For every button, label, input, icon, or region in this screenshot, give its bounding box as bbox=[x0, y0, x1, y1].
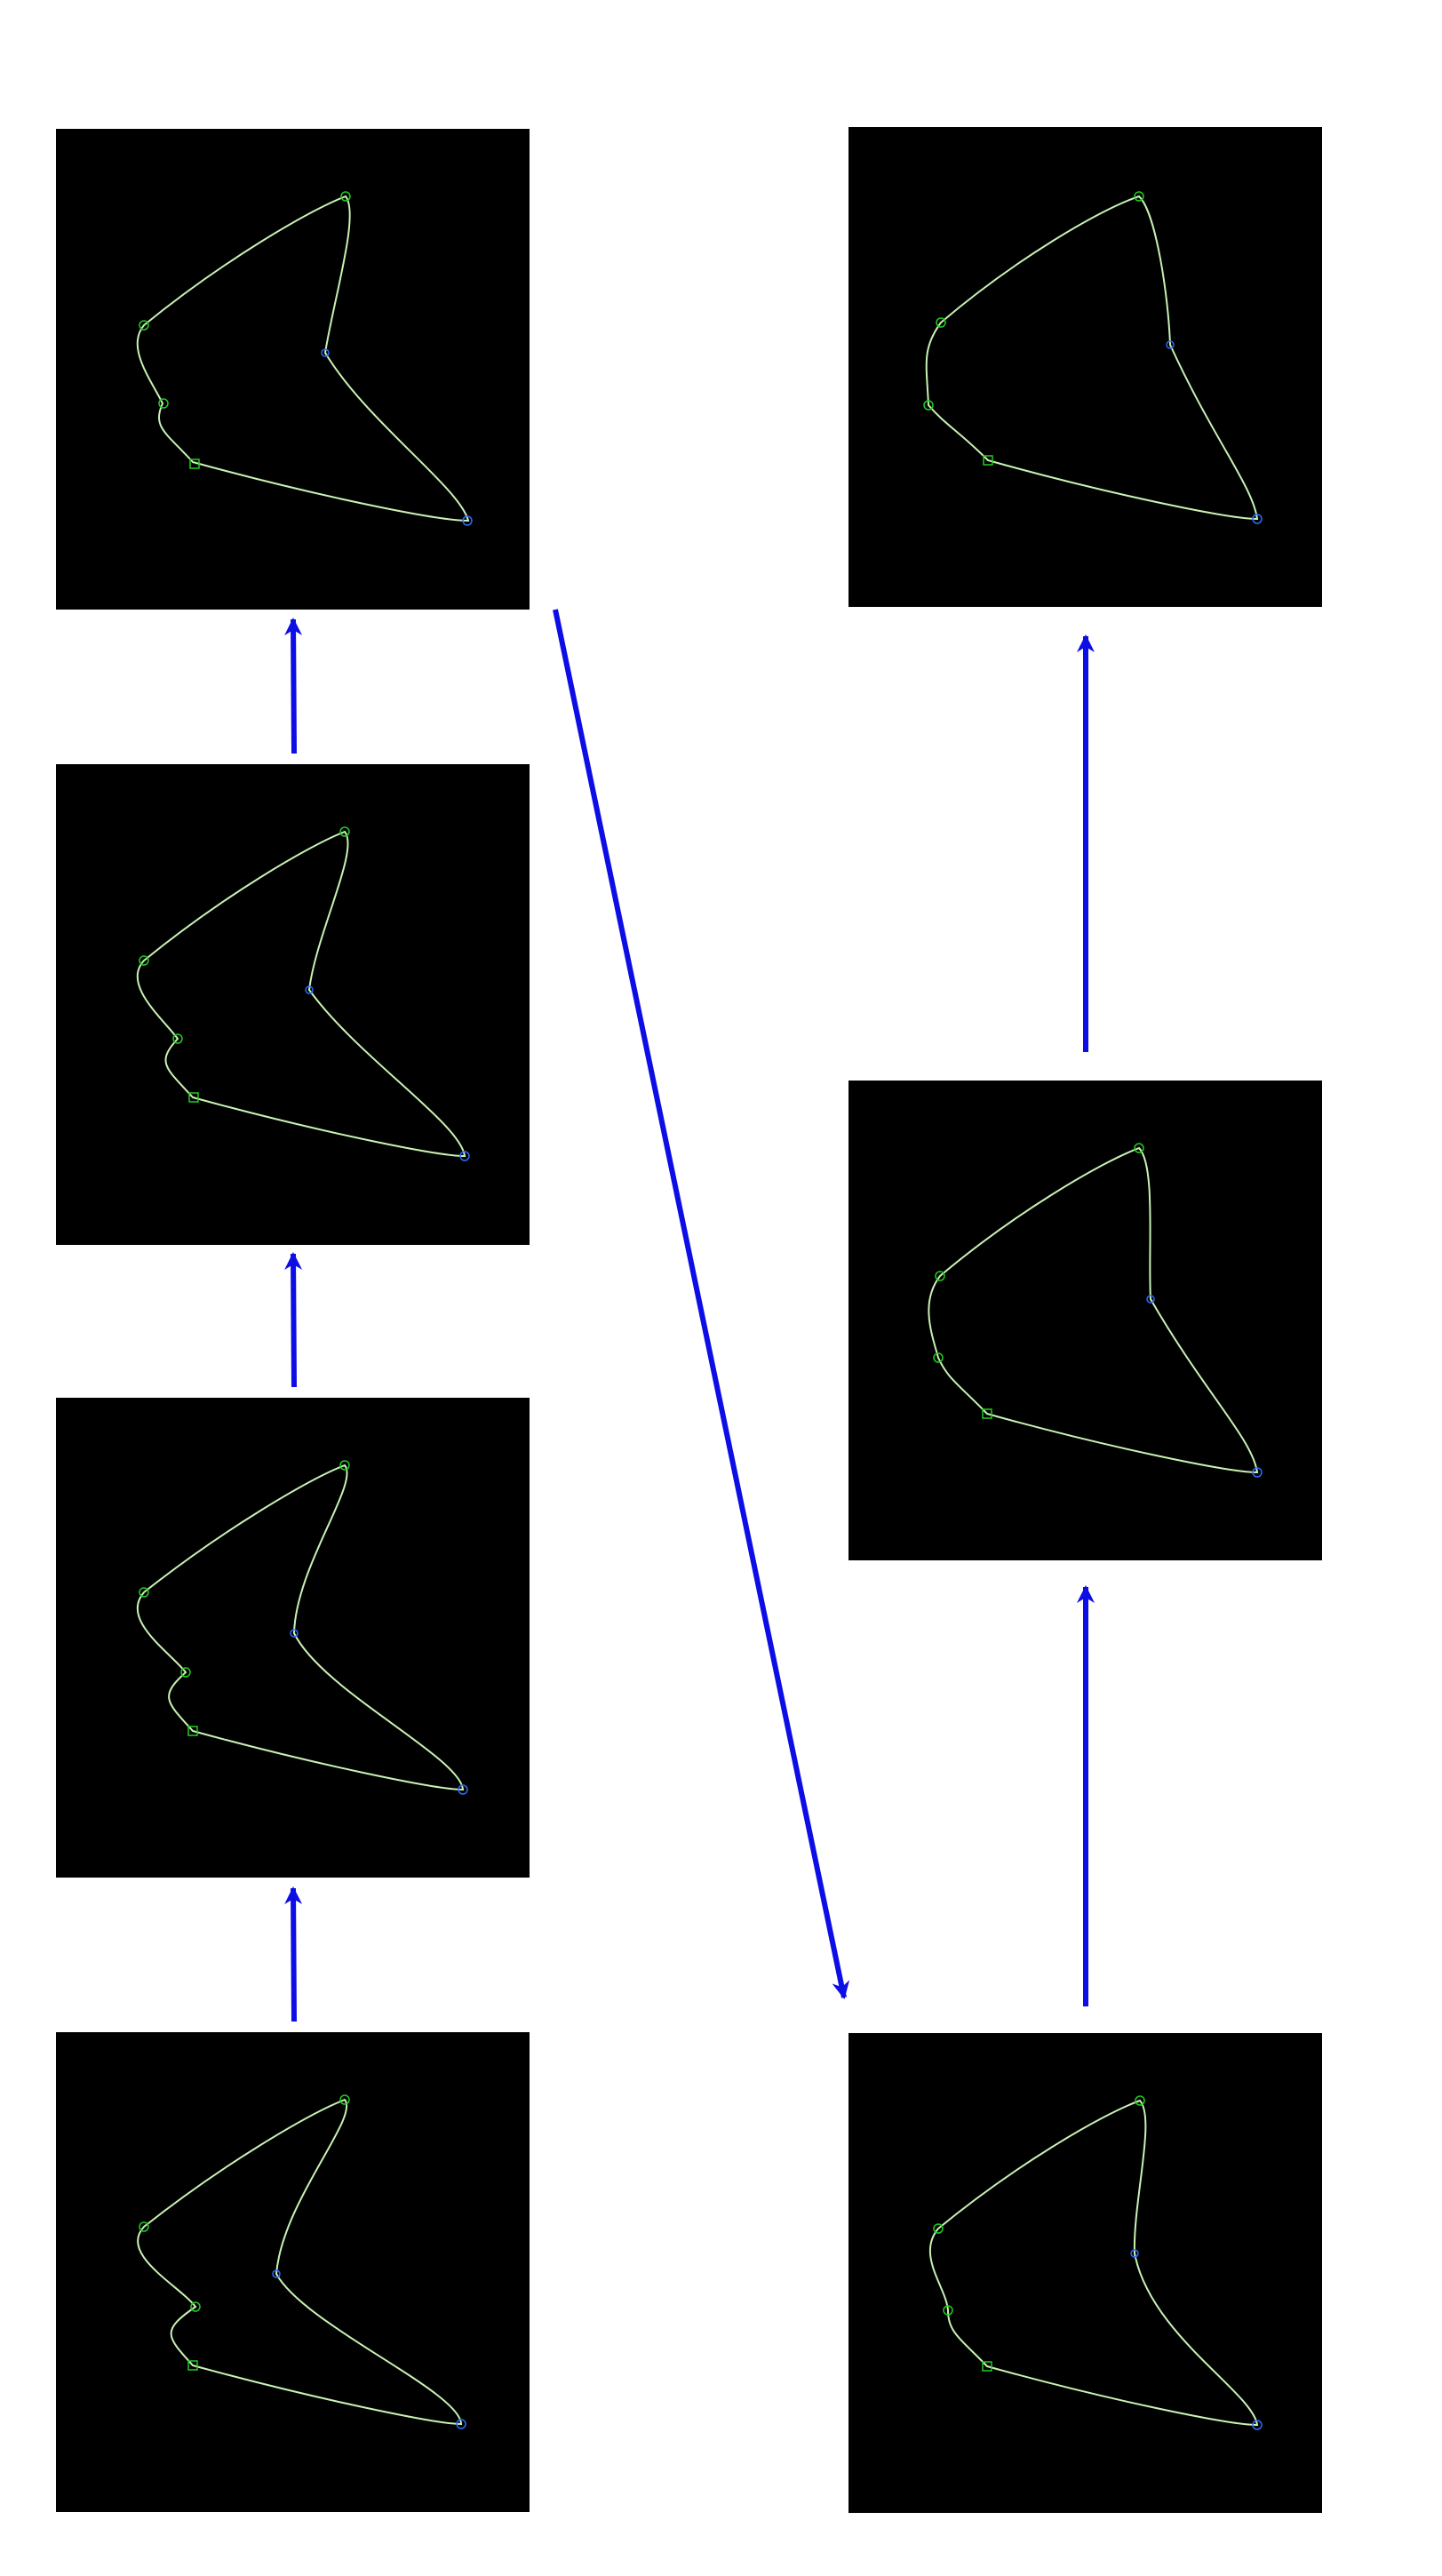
panel-left-4 bbox=[56, 2032, 530, 2512]
arrow-left-2-to-1 bbox=[284, 618, 303, 754]
panel-right-3 bbox=[848, 2033, 1322, 2513]
arrow-left-4-to-3 bbox=[284, 1886, 303, 2022]
arrow-left-top-to-right-bottom bbox=[553, 609, 850, 1999]
panel-right-1 bbox=[848, 127, 1322, 607]
panel-left-3 bbox=[56, 1398, 530, 1878]
arrow-left-3-to-2 bbox=[284, 1252, 303, 1388]
panel-right-2 bbox=[848, 1081, 1322, 1560]
panel-left-2 bbox=[56, 764, 530, 1245]
panel-left-1 bbox=[56, 129, 530, 610]
